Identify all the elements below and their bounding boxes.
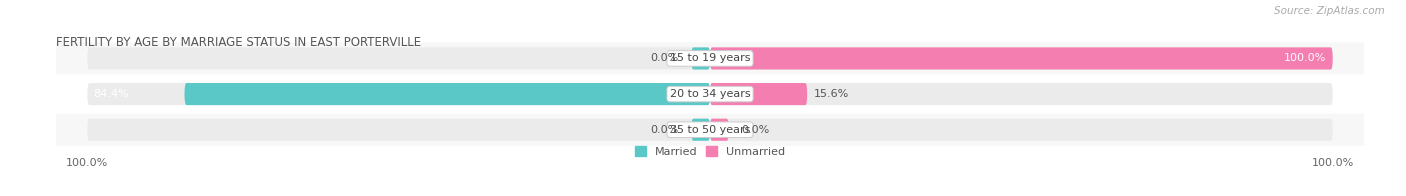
FancyBboxPatch shape <box>710 47 1333 70</box>
FancyBboxPatch shape <box>56 78 1364 110</box>
FancyBboxPatch shape <box>87 47 710 70</box>
Text: FERTILITY BY AGE BY MARRIAGE STATUS IN EAST PORTERVILLE: FERTILITY BY AGE BY MARRIAGE STATUS IN E… <box>56 36 422 49</box>
FancyBboxPatch shape <box>692 47 710 70</box>
FancyBboxPatch shape <box>87 119 710 141</box>
FancyBboxPatch shape <box>56 114 1364 146</box>
Text: Source: ZipAtlas.com: Source: ZipAtlas.com <box>1274 6 1385 16</box>
Text: 0.0%: 0.0% <box>741 125 769 135</box>
Text: 15 to 19 years: 15 to 19 years <box>669 54 751 64</box>
FancyBboxPatch shape <box>710 119 728 141</box>
FancyBboxPatch shape <box>710 119 1333 141</box>
Text: 15.6%: 15.6% <box>814 89 849 99</box>
FancyBboxPatch shape <box>710 47 1333 70</box>
FancyBboxPatch shape <box>710 83 807 105</box>
FancyBboxPatch shape <box>692 119 710 141</box>
Text: 0.0%: 0.0% <box>651 54 679 64</box>
FancyBboxPatch shape <box>184 83 710 105</box>
Text: 84.4%: 84.4% <box>94 89 129 99</box>
FancyBboxPatch shape <box>87 83 710 105</box>
FancyBboxPatch shape <box>710 83 1333 105</box>
Text: 0.0%: 0.0% <box>651 125 679 135</box>
FancyBboxPatch shape <box>56 42 1364 74</box>
Text: 20 to 34 years: 20 to 34 years <box>669 89 751 99</box>
Text: 35 to 50 years: 35 to 50 years <box>669 125 751 135</box>
Text: 100.0%: 100.0% <box>1284 54 1326 64</box>
Legend: Married, Unmarried: Married, Unmarried <box>634 146 786 157</box>
